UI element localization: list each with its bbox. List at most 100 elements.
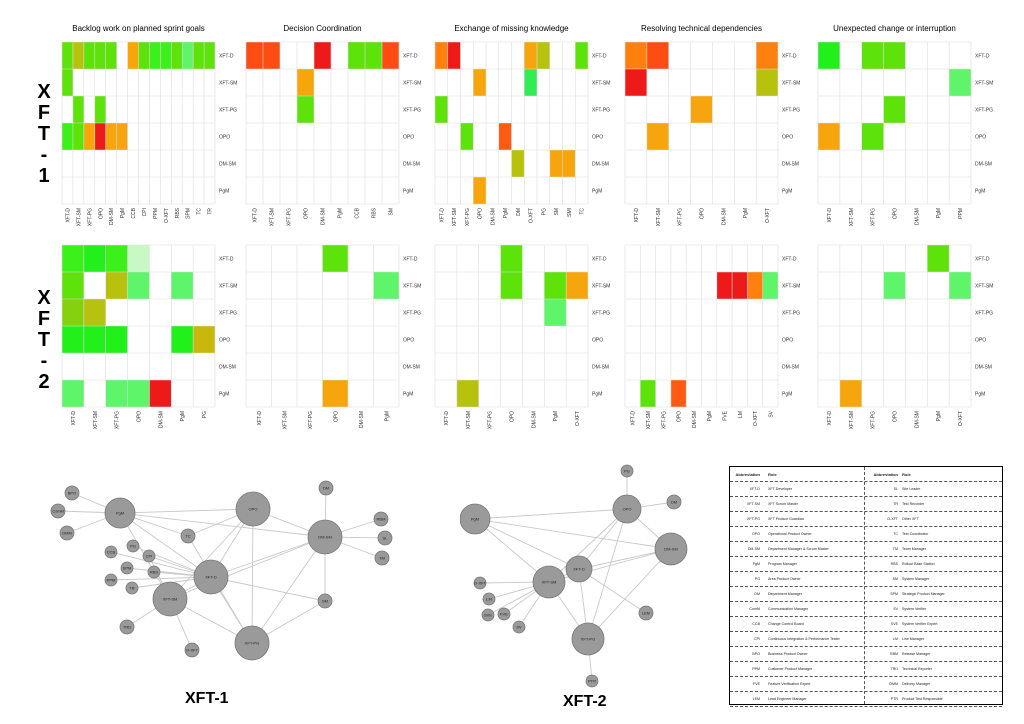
column-label: XFT-PG: [678, 208, 684, 226]
column-label: XFT-PG: [488, 411, 494, 429]
table-cell: LM: [893, 637, 898, 641]
column-label: OPO: [137, 411, 143, 422]
network-node: [585, 674, 599, 688]
column-label: FVE: [722, 410, 728, 420]
column-label: PgM: [384, 411, 390, 421]
network-title-xft-2: XFT-2: [563, 693, 607, 710]
heatmap-cell: [949, 69, 971, 96]
column-label: SM: [389, 208, 395, 216]
table-cell: Delivery Manager: [902, 682, 931, 686]
table-row: BPO Business Product Owner RBM Release Mana…: [730, 647, 1002, 662]
column-label: DM-SM: [490, 208, 496, 225]
heatmap-cell: [473, 69, 486, 96]
row-title-char: F: [37, 308, 51, 330]
table-row: PgM Program Manager RBS Rollout Base Statio…: [730, 557, 1002, 572]
row-title-char: 2: [38, 371, 50, 393]
column-label: OPO: [700, 208, 706, 219]
table-cell: Test Recorder: [902, 502, 925, 506]
row-label: PgM: [592, 392, 602, 398]
column-label: O-XFT: [529, 208, 535, 223]
heatmap-cell: [193, 326, 215, 353]
table-cell: Test Coordinator: [902, 532, 929, 536]
column-label: XFT-SM: [76, 208, 82, 226]
row-label: XFT-D: [782, 257, 797, 263]
heatmap-cell: [549, 150, 563, 177]
heatmap-cell: [460, 123, 474, 150]
table-cell: DM-SM: [747, 547, 760, 551]
row-label: XFT-PG: [403, 311, 421, 317]
table-cell: Technical Reporter: [902, 667, 932, 671]
column-label: XFT-PG: [871, 411, 877, 429]
network-node: [235, 491, 271, 527]
row-label: XFT-D: [219, 54, 234, 60]
network-edge: [119, 512, 326, 538]
table-row: OPO Operational Product Owner TC Test Coord…: [730, 527, 1002, 542]
column-label: SMI: [567, 208, 573, 217]
heatmap-cell: [544, 272, 567, 299]
table-cell: PPM: [752, 667, 760, 671]
column-label: DM-SM: [531, 411, 537, 428]
network-node-label: XFT-PG: [581, 637, 595, 642]
network-node-label: PgM: [116, 511, 124, 516]
table-cell: DMM: [889, 682, 898, 686]
row-label: XFT-SM: [403, 284, 421, 290]
heatmap-cell: [690, 96, 713, 123]
table-cell: CCB: [752, 622, 760, 626]
heatmap-cell: [171, 272, 194, 299]
row-label: OPO: [403, 135, 414, 141]
column-label: XFT-SM: [849, 411, 855, 429]
heatmap-cell: [105, 380, 128, 407]
table-cell: O-XFT: [887, 517, 898, 521]
table-cell: CPI: [754, 637, 760, 641]
row-label: PgM: [782, 392, 792, 398]
column-label: XFT-PG: [661, 411, 667, 429]
table-cell: Other XFT: [902, 517, 919, 521]
column-label: PgM: [936, 411, 942, 421]
table-cell: System Verifier: [902, 607, 927, 611]
heatmap-cell: [511, 150, 525, 177]
column-label: XFT-D: [634, 208, 640, 223]
column-label: RBS: [372, 207, 378, 218]
network-node-label: PG: [624, 469, 630, 474]
column-label: PG: [202, 411, 208, 418]
column-label: XFT-PG: [87, 208, 93, 226]
row-label: XFT-SM: [219, 284, 237, 290]
network-edge: [119, 508, 254, 514]
network-node: [142, 549, 156, 563]
network-node: [565, 555, 593, 583]
network-title-xft-1: XFT-1: [185, 690, 229, 707]
network-node-label: TRD: [123, 625, 131, 630]
column-label: XFT-D: [631, 411, 637, 426]
row-label: OPO: [403, 338, 414, 344]
column-label: CCB: [131, 207, 137, 218]
network-node: [473, 576, 487, 590]
heatmap-cell: [83, 123, 95, 150]
table-cell: RBS: [890, 562, 898, 566]
network-node-label: XFT-SM: [163, 597, 178, 602]
row-label: DM-SM: [219, 365, 236, 371]
heatmap-panel: XFT-D XFT-SM XFT-PG OPO DM-SM PgM XFT-D XFT-SM X…: [624, 244, 800, 429]
network-node: [318, 480, 334, 496]
heatmap-cell: [127, 272, 150, 299]
column-label: PG: [541, 208, 547, 215]
heatmap-cell: [193, 42, 205, 69]
network-node: [377, 530, 393, 546]
network-node-label: CPI: [146, 554, 153, 559]
row-title-char: 1: [38, 165, 50, 187]
column-label: PPM: [958, 208, 964, 219]
heatmap-cell: [818, 42, 840, 69]
network-node: [180, 528, 196, 544]
column-label: OPO: [893, 208, 899, 219]
network-node: [460, 503, 491, 535]
heatmap-cell: [732, 272, 748, 299]
row-label: XFT-PG: [592, 108, 610, 114]
column-label: OPO: [333, 411, 339, 422]
row-label: OPO: [975, 135, 986, 141]
row-label: PgM: [403, 392, 413, 398]
table-row: DM Department Manager SPM Strategic Product…: [730, 587, 1002, 602]
heatmap-title: Backlog work on planned sprint goals: [72, 24, 205, 33]
heatmap-cell: [322, 245, 348, 272]
heatmap-cell: [297, 69, 314, 96]
network-graph: PgM OPO DM-SM XFT-D XFT-SM XFT-PG BPO ComM DMM CC…: [50, 480, 393, 661]
